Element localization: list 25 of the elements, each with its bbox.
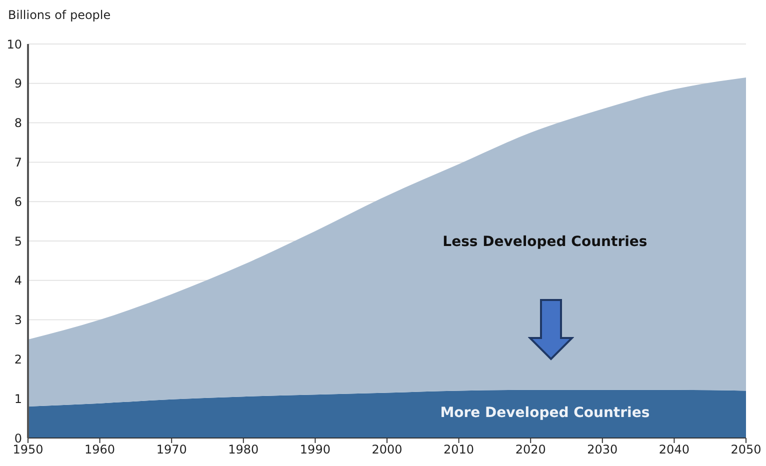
y-tick-label: 7 [14,155,22,170]
series-label: Less Developed Countries [442,234,648,250]
y-tick-label: 1 [14,392,22,406]
x-tick-label: 2020 [515,442,546,457]
x-tick-label: 2010 [444,442,474,457]
x-tick-label: 2030 [587,442,618,457]
y-tick-label: 8 [14,116,22,130]
series-label: More Developed Countries [439,404,651,421]
y-tick-label: 10 [6,37,22,52]
y-tick-label: 0 [14,431,22,446]
x-tick-label: 1980 [228,442,259,457]
y-tick-label: 6 [14,194,22,209]
x-tick-label: 1970 [156,442,187,457]
x-tick-label: 1960 [84,442,116,457]
y-tick-label: 5 [14,234,22,248]
y-tick-label: 4 [14,274,22,288]
x-tick-label: 1950 [12,442,44,457]
x-tick-label: 2040 [658,442,690,457]
x-tick-label: 2050 [730,442,762,457]
y-tick-label: 3 [14,313,22,328]
x-tick-label: 1990 [300,442,330,457]
x-tick-label: 2000 [372,442,402,457]
y-axis-title: Billions of people [8,8,111,22]
y-tick-label: 2 [14,352,22,366]
y-tick-label: 9 [14,76,22,91]
